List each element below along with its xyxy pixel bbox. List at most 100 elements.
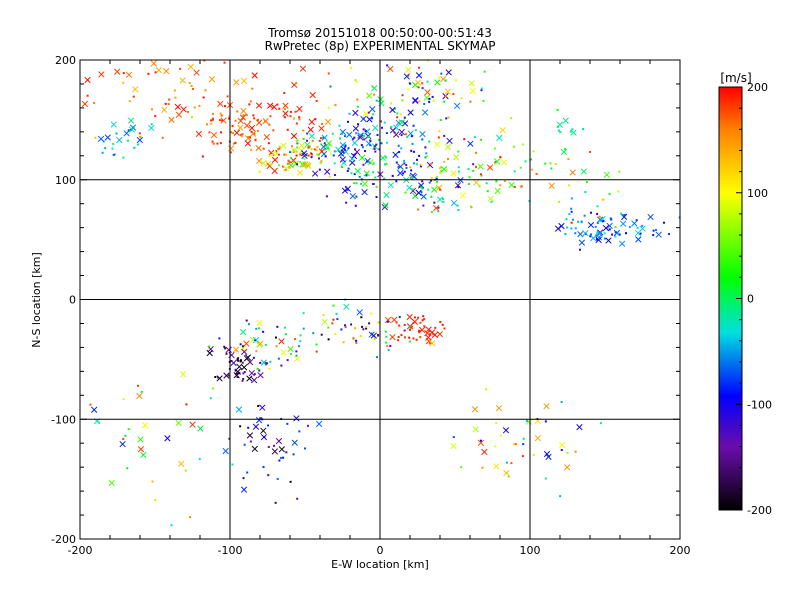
point-small — [311, 139, 314, 142]
point-large-x — [174, 103, 181, 111]
point-large-x — [596, 229, 604, 236]
point-large-x — [558, 441, 566, 449]
point-large-x — [354, 167, 361, 175]
point-small — [276, 325, 279, 328]
point-small — [339, 154, 342, 157]
point-small — [344, 326, 347, 329]
point-small — [567, 184, 570, 187]
point-small — [253, 132, 256, 135]
point-large-x — [222, 447, 229, 455]
point-large-x — [267, 102, 274, 109]
point-small — [323, 142, 326, 145]
point-small — [420, 165, 423, 168]
point-small — [295, 154, 298, 157]
point-small — [434, 326, 437, 329]
point-large-x — [275, 437, 283, 445]
point-small — [439, 118, 442, 121]
point-large-x — [477, 163, 484, 170]
point-small — [589, 211, 592, 214]
point-small — [620, 212, 623, 215]
point-small — [596, 222, 599, 225]
point-small — [594, 225, 597, 228]
point-small — [490, 200, 493, 203]
point-small — [234, 369, 237, 372]
point-small — [287, 159, 290, 162]
point-small — [262, 147, 265, 150]
point-large-x — [299, 65, 307, 72]
point-large-x — [370, 332, 377, 339]
point-small — [208, 345, 211, 348]
point-small — [274, 336, 277, 339]
point-large-x — [620, 220, 627, 227]
point-large-x — [271, 103, 278, 111]
point-small — [239, 425, 242, 428]
point-small — [595, 232, 598, 235]
point-large-x — [364, 128, 371, 135]
point-small — [249, 100, 252, 103]
point-large-x — [430, 186, 438, 193]
point-large-x — [223, 372, 230, 379]
point-small — [299, 334, 302, 337]
point-small — [296, 163, 299, 166]
point-small — [225, 352, 228, 355]
point-small — [469, 100, 472, 103]
point-large-x — [428, 340, 436, 347]
point-small — [424, 146, 427, 149]
point-small — [267, 474, 270, 477]
point-large-x — [84, 76, 91, 84]
point-small — [329, 152, 332, 155]
point-small — [355, 339, 358, 342]
point-small — [344, 135, 347, 138]
point-small — [277, 148, 280, 151]
y-axis-label: N-S location [km] — [30, 252, 43, 348]
point-small — [374, 150, 377, 153]
point-small — [338, 124, 341, 127]
point-small — [403, 162, 406, 165]
point-small — [154, 114, 157, 117]
point-small — [361, 146, 364, 149]
point-small — [250, 148, 253, 151]
point-small — [267, 445, 270, 448]
point-small — [254, 139, 257, 142]
point-small — [427, 188, 430, 191]
point-small — [299, 153, 302, 156]
point-small — [322, 136, 325, 139]
point-small — [408, 82, 411, 85]
point-small — [242, 114, 245, 117]
point-small — [245, 319, 248, 322]
point-small — [418, 331, 421, 334]
point-small — [307, 146, 310, 149]
point-large-x — [639, 225, 646, 232]
point-small — [303, 157, 306, 160]
point-large-x — [587, 221, 595, 229]
point-small — [211, 117, 214, 120]
point-small — [268, 154, 271, 157]
point-small — [373, 337, 376, 340]
point-small — [339, 137, 342, 140]
point-large-x — [292, 160, 299, 167]
point-small — [596, 212, 599, 215]
point-small — [211, 118, 214, 121]
point-small — [428, 140, 431, 143]
point-small — [353, 182, 356, 185]
point-small — [353, 173, 356, 176]
point-large-x — [271, 448, 278, 455]
point-large-x — [606, 222, 613, 230]
point-small — [173, 89, 176, 92]
point-small — [161, 136, 164, 139]
point-small — [570, 221, 573, 224]
point-small — [373, 145, 376, 148]
point-small — [229, 151, 232, 154]
point-large-x — [389, 106, 396, 114]
point-small — [353, 153, 356, 156]
point-small — [350, 172, 353, 175]
point-small — [609, 217, 612, 220]
point-small — [636, 226, 639, 229]
point-large-x — [132, 86, 139, 93]
point-small — [564, 148, 567, 151]
point-large-x — [655, 231, 662, 238]
point-small — [419, 336, 422, 339]
point-large-x — [387, 182, 394, 189]
point-small — [112, 142, 115, 145]
y-tick-label: 0 — [69, 294, 76, 307]
